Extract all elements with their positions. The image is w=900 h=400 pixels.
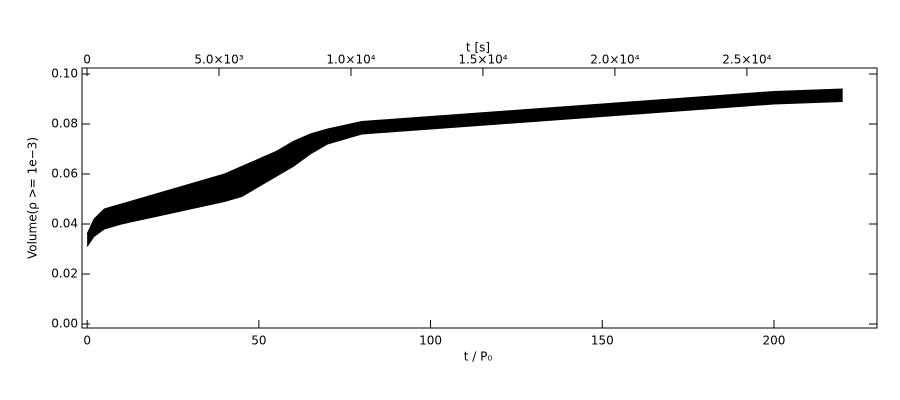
y-tick-label: 0.06 [51,167,78,181]
band-fill [87,89,843,247]
y-tick-label: 0.04 [51,217,78,231]
top-tick-label: 1.0×10⁴ [326,53,375,67]
x-tick-label: 100 [419,334,442,348]
plot-frame [81,67,878,329]
top-tick-label: 5.0×10³ [194,53,243,67]
top-tick-label: 1.5×10⁴ [458,53,507,67]
y-tick-label: 0.02 [51,267,78,281]
upper-line [86,88,843,235]
y-tick-label: 0.00 [51,317,78,331]
x-tick-label: 200 [763,334,786,348]
top-tick-label: 2.5×10⁴ [722,53,771,67]
lower-line [86,101,843,247]
x-tick-label: 0 [83,334,91,348]
top-axis-title: t [s] [466,41,490,55]
x-tick-label: 50 [251,334,266,348]
x-axis-title: t / P₀ [464,350,493,364]
top-tick-label: 0 [83,53,91,67]
y-axis-title: Volume(ρ >= 1e−3) [26,137,40,259]
top-tick-label: 2.0×10⁴ [590,53,639,67]
x-tick-label: 150 [591,334,614,348]
y-tick-label: 0.08 [51,117,78,131]
y-tick-label: 0.10 [51,67,78,81]
